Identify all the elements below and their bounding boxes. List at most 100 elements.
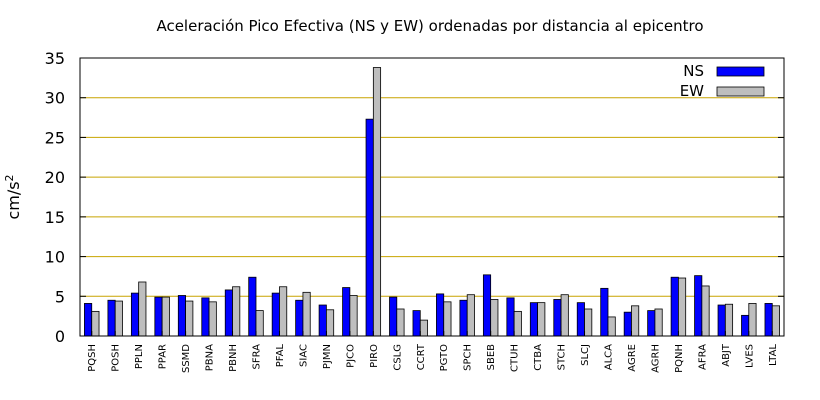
bar-ns-cslg — [389, 296, 398, 337]
x-tick-label-piro: PIRO — [369, 344, 380, 368]
x-tick-label-agre: AGRE — [627, 344, 638, 372]
bar-ns-pbna — [201, 297, 210, 337]
bar-ew-abjt — [724, 303, 734, 337]
bar-ns-ssmd — [177, 295, 187, 337]
bar-ew-ctba — [537, 302, 546, 337]
bar-ns-sbeb — [482, 274, 492, 337]
bar-ns-pqnh — [670, 276, 679, 337]
bar-ew-alca — [607, 316, 616, 337]
x-tick-label-ppar: PPAR — [158, 344, 169, 369]
y-tick-label: 35 — [45, 49, 65, 68]
bar-ns-siac — [295, 299, 304, 337]
bar-ns-pfal — [271, 292, 280, 337]
y-axis-label: cm/s2 — [3, 174, 24, 219]
bar-ew-slcj — [584, 308, 593, 337]
bar-ew-ssmd — [185, 300, 194, 337]
bar-ew-pbnh — [232, 286, 241, 337]
bar-ns-lves — [741, 314, 750, 337]
bars — [84, 67, 780, 337]
bar-ew-pbna — [208, 301, 217, 337]
bar-ew-pjmn — [325, 309, 335, 337]
bar-ew-ltal — [771, 305, 780, 337]
bar-ns-spch — [459, 299, 468, 337]
bar-ns-pjmn — [318, 304, 327, 337]
bar-ew-ppar — [161, 296, 170, 337]
x-tick-label-spch: SPCH — [463, 344, 474, 371]
x-tick-label-pjmn: PJMN — [322, 344, 333, 369]
bar-ew-posh — [114, 300, 123, 337]
bar-ns-stch — [553, 299, 562, 337]
chart-title: Aceleración Pico Efectiva (NS y EW) orde… — [156, 17, 703, 35]
x-tick-label-abjt: ABJT — [721, 343, 732, 367]
bar-ns-sfra — [248, 276, 257, 337]
y-axis-ticks: 0 5 10 15 20 25 30 35 — [45, 49, 784, 346]
bar-ns-pqsh — [84, 303, 93, 337]
bar-ew-cslg — [396, 308, 405, 337]
y-tick-label: 30 — [45, 89, 65, 108]
bar-ew-sbeb — [490, 299, 499, 337]
legend-label-ew: EW — [680, 82, 704, 100]
bar-ns-agre — [623, 311, 632, 337]
x-tick-label-pbnh: PBNH — [228, 344, 239, 372]
legend: NS EW — [680, 62, 765, 100]
bar-ns-afra — [694, 275, 703, 337]
x-tick-label-siac: SIAC — [298, 344, 309, 367]
x-tick-label-pjco: PJCO — [345, 344, 356, 368]
bar-ew-pjco — [349, 295, 358, 337]
bar-ew-stch — [560, 294, 569, 337]
bar-ew-pgto — [443, 301, 452, 337]
y-tick-label: 25 — [45, 128, 65, 147]
bar-ew-agre — [631, 305, 640, 337]
bar-ns-pbnh — [224, 289, 233, 337]
bar-ns-ctuh — [506, 297, 515, 337]
x-tick-label-ssmd: SSMD — [181, 344, 192, 373]
bar-ns-pgto — [436, 293, 445, 337]
x-tick-label-ctuh: CTUH — [510, 344, 521, 372]
legend-swatch-ns — [716, 66, 765, 77]
bar-ew-lves — [748, 303, 757, 337]
bar-ew-sfra — [255, 310, 264, 337]
bar-ns-ccrt — [412, 310, 421, 337]
x-tick-label-afra: AFRA — [697, 344, 708, 370]
bar-ew-agrh — [654, 308, 663, 337]
bar-ew-afra — [701, 285, 710, 337]
bar-ew-siac — [302, 291, 311, 337]
bar-ns-alca — [600, 287, 609, 337]
x-tick-label-stch: STCH — [557, 344, 568, 370]
y-tick-label: 5 — [55, 287, 65, 306]
bar-ns-ctba — [529, 302, 538, 337]
y-axis-label-exponent: 2 — [3, 174, 16, 181]
bar-ew-ccrt — [419, 319, 428, 337]
bar-ew-ppln — [138, 281, 147, 337]
x-tick-label-slcj: SLCJ — [580, 344, 591, 366]
x-tick-label-posh: POSH — [111, 344, 122, 372]
bar-ns-ppar — [154, 296, 163, 337]
bar-ns-agrh — [647, 310, 656, 337]
bar-ns-abjt — [717, 304, 726, 337]
y-tick-label: 20 — [45, 168, 65, 187]
x-tick-label-pgto: PGTO — [439, 344, 450, 372]
legend-label-ns: NS — [683, 62, 704, 80]
bar-ns-ltal — [764, 303, 773, 337]
x-tick-label-sbeb: SBEB — [486, 344, 497, 371]
bar-ew-spch — [466, 294, 475, 337]
bar-ew-piro — [372, 67, 382, 337]
plot-frame — [79, 57, 785, 337]
x-tick-label-agrh: AGRH — [650, 344, 661, 373]
x-tick-label-ctba: CTBA — [533, 344, 544, 371]
bar-ns-slcj — [576, 302, 585, 337]
bar-ns-pjco — [342, 287, 351, 337]
grid-lines — [80, 97, 784, 297]
x-tick-label-sfra: SFRA — [252, 344, 263, 370]
bar-ns-posh — [107, 299, 116, 337]
x-tick-label-ccrt: CCRT — [416, 343, 427, 370]
x-tick-label-pbna: PBNA — [205, 344, 216, 371]
x-tick-label-pqnh: PQNH — [674, 344, 685, 373]
bar-ns-piro — [365, 118, 374, 337]
x-tick-label-pfal: PFAL — [275, 344, 286, 368]
x-tick-label-ppln: PPLN — [134, 344, 145, 369]
x-tick-label-pqsh: PQSH — [87, 344, 98, 372]
y-tick-label: 15 — [45, 208, 65, 227]
y-axis-label-base: cm/s — [4, 181, 23, 219]
